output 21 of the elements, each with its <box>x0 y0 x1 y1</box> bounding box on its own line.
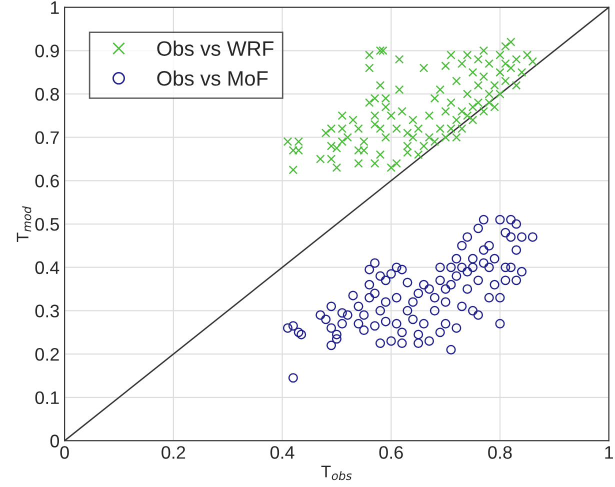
x-tick-label: 0.4 <box>270 446 294 459</box>
x-tick-label: 0 <box>60 446 69 459</box>
y-axis-title: T$_{mod}$ <box>16 206 32 242</box>
y-tick-label: 0.4 <box>35 261 60 274</box>
y-tick-label: 0.9 <box>35 44 59 58</box>
y-tick-label: 0.2 <box>35 348 59 361</box>
y-tick-label: 0.6 <box>35 174 59 188</box>
legend-label: Obs vs WRF <box>157 40 274 56</box>
y-tick-label: 0.8 <box>35 88 59 101</box>
x-tick-label: 0.8 <box>488 446 512 459</box>
legend-label: Obs vs MoF <box>157 70 268 86</box>
x-axis-title: T$_{obs}$ <box>321 466 352 480</box>
y-tick-label: 0.5 <box>35 218 59 231</box>
x-tick-label: 1 <box>605 446 613 459</box>
x-tick-label: 0.6 <box>379 446 403 459</box>
x-tick-label: 0.2 <box>162 446 186 459</box>
y-tick-label: 1 <box>51 1 59 14</box>
y-tick-label: 0.3 <box>35 304 59 318</box>
y-tick-label: 0.1 <box>35 391 59 404</box>
y-tick-label: 0.7 <box>35 131 59 144</box>
y-tick-label: 0 <box>50 434 60 448</box>
